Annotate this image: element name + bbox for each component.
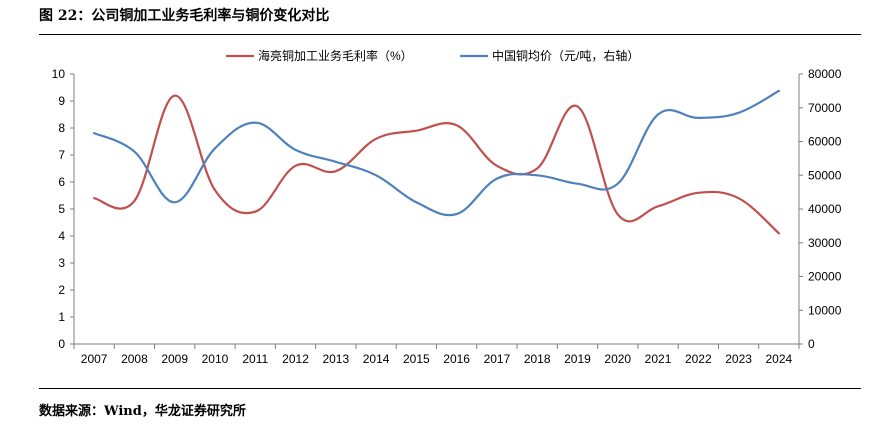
x-tick-label: 2012 <box>282 352 309 366</box>
x-tick-label: 2014 <box>363 352 390 366</box>
bottom-rule <box>39 388 861 389</box>
left-tick-label: 7 <box>58 148 65 162</box>
x-tick-label: 2023 <box>725 352 752 366</box>
x-tick-label: 2020 <box>604 352 631 366</box>
left-tick-label: 3 <box>58 256 65 270</box>
left-tick-label: 4 <box>58 229 65 243</box>
right-tick-label: 20000 <box>808 270 842 284</box>
x-tick-label: 2024 <box>766 352 793 366</box>
right-tick-label: 30000 <box>808 236 842 250</box>
left-tick-label: 1 <box>58 310 65 324</box>
left-tick-label: 10 <box>52 67 66 81</box>
x-tick-label: 2010 <box>202 352 229 366</box>
left-tick-label: 0 <box>58 337 65 351</box>
legend: 海亮铜加工业务毛利率（%） 中国铜均价（元/吨，右轴） <box>226 48 639 63</box>
x-tick-label: 2015 <box>403 352 430 366</box>
legend-label-margin: 海亮铜加工业务毛利率（%） <box>258 48 413 63</box>
left-tick-label: 6 <box>58 175 65 189</box>
top-rule <box>39 34 861 35</box>
right-tick-label: 50000 <box>808 168 842 182</box>
left-tick-label: 9 <box>58 94 65 108</box>
right-tick-label: 10000 <box>808 303 842 317</box>
x-tick-label: 2008 <box>121 352 148 366</box>
x-tick-label: 2007 <box>81 352 108 366</box>
x-tick-label: 2021 <box>645 352 672 366</box>
data-source: 数据来源：Wind，华龙证券研究所 <box>39 404 246 419</box>
x-tick-label: 2016 <box>443 352 470 366</box>
right-tick-label: 40000 <box>808 202 842 216</box>
axes: 0 1 2 3 4 5 6 7 8 9 10 0 10000 20000 30000 40000 50000 60… <box>52 67 842 366</box>
left-tick-label: 8 <box>58 121 65 135</box>
right-tick-label: 60000 <box>808 135 842 149</box>
right-tick-label: 0 <box>808 337 815 351</box>
right-tick-label: 70000 <box>808 101 842 115</box>
left-tick-label: 2 <box>58 283 65 297</box>
x-tick-label: 2009 <box>161 352 188 366</box>
x-tick-label: 2022 <box>685 352 712 366</box>
x-tick-label: 2013 <box>322 352 349 366</box>
legend-label-price: 中国铜均价（元/吨，右轴） <box>492 48 639 63</box>
series-line-margin <box>93 94 780 235</box>
left-tick-label: 5 <box>58 202 65 216</box>
x-tick-label: 2018 <box>524 352 551 366</box>
x-tick-label: 2011 <box>242 352 268 366</box>
series-line-copper-price <box>93 89 780 217</box>
right-tick-label: 80000 <box>808 67 842 81</box>
x-tick-label: 2017 <box>484 352 511 366</box>
x-tick-label: 2019 <box>564 352 591 366</box>
series-lines <box>93 89 780 235</box>
figure-title: 图 22：公司铜加工业务毛利率与铜价变化对比 <box>39 8 330 24</box>
